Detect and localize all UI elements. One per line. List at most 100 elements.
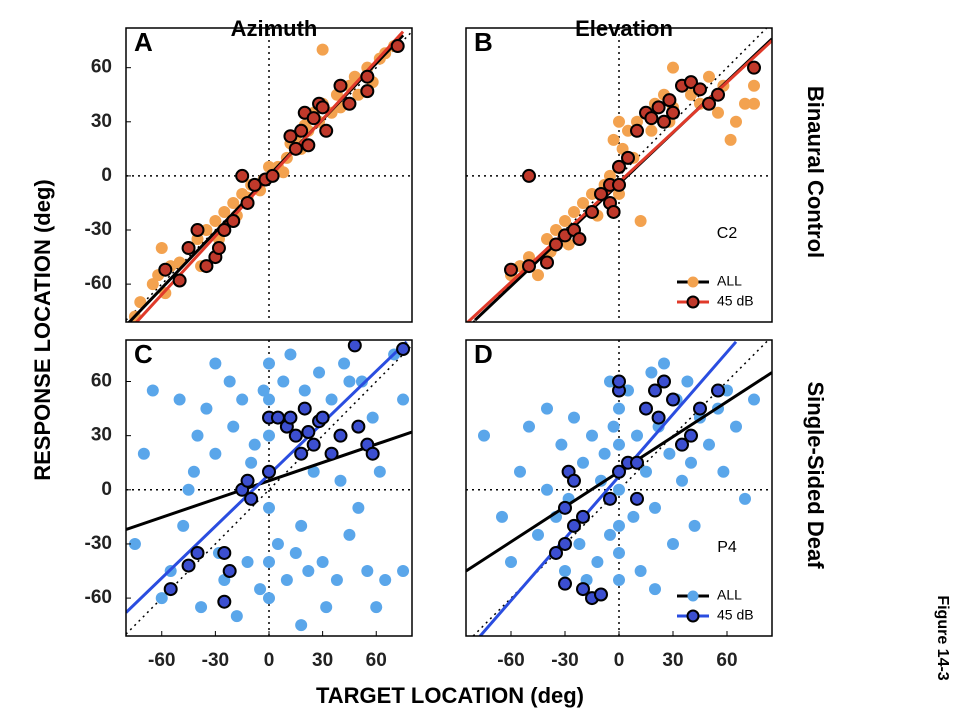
point — [365, 446, 380, 461]
legend-label: 45 dB — [717, 293, 754, 309]
x-tick-label: 60 — [366, 650, 387, 671]
point — [128, 537, 141, 550]
point — [572, 232, 587, 247]
point — [226, 213, 241, 228]
point — [217, 545, 232, 560]
point — [685, 456, 697, 469]
point — [360, 84, 375, 99]
point — [688, 519, 701, 532]
point — [549, 237, 563, 252]
fit-line — [478, 340, 738, 636]
panel-subtitle: Elevation — [575, 16, 673, 41]
point — [651, 410, 666, 425]
point — [366, 411, 379, 424]
point — [396, 342, 411, 357]
x-tick-label: 60 — [716, 650, 737, 671]
point — [397, 565, 410, 578]
point — [235, 168, 250, 183]
point — [200, 402, 213, 415]
point — [651, 100, 666, 115]
point — [613, 402, 625, 415]
point — [280, 574, 293, 587]
point — [649, 501, 661, 514]
y-tick-label: 0 — [101, 479, 112, 500]
point — [181, 558, 196, 573]
point — [693, 401, 707, 416]
point — [496, 510, 508, 523]
point — [190, 223, 205, 238]
point — [657, 114, 671, 129]
panel: -60 -30 0 30 60 -60 -30 0 30 60 C — [85, 339, 413, 671]
x-tick-label: -60 — [497, 650, 524, 671]
point — [703, 70, 715, 83]
point — [283, 129, 298, 144]
point — [146, 384, 159, 397]
point — [648, 383, 662, 398]
point — [594, 587, 608, 602]
point — [567, 518, 581, 533]
point — [263, 501, 275, 514]
point — [316, 556, 329, 568]
point — [182, 483, 195, 496]
point — [199, 259, 214, 274]
point — [191, 429, 204, 442]
point — [361, 565, 374, 578]
point — [604, 528, 616, 541]
point — [155, 242, 168, 255]
point — [262, 464, 276, 479]
point — [613, 546, 625, 559]
point — [657, 374, 671, 389]
point — [577, 456, 589, 469]
x-tick-label: -30 — [551, 650, 578, 671]
point — [244, 491, 259, 506]
x-tick-label: 0 — [614, 650, 625, 671]
point — [711, 87, 725, 102]
point — [172, 273, 187, 288]
point — [748, 393, 760, 406]
point — [338, 357, 351, 370]
point — [645, 366, 658, 379]
point — [306, 111, 321, 126]
y-axis-label: RESPONSE LOCATION (deg) — [30, 179, 55, 481]
point — [684, 75, 698, 90]
point — [703, 438, 715, 451]
legend-label: ALL — [717, 273, 742, 289]
point — [573, 537, 586, 550]
panel-letter: C — [134, 339, 153, 369]
point — [137, 447, 150, 460]
point — [289, 546, 302, 559]
point — [630, 491, 644, 506]
plot-area — [466, 28, 772, 322]
plot-area — [466, 340, 772, 636]
panel-frame — [465, 27, 773, 323]
point — [568, 205, 580, 218]
point — [522, 168, 536, 183]
point — [294, 446, 309, 461]
point — [739, 492, 751, 505]
point — [379, 574, 392, 587]
point — [397, 393, 410, 406]
point — [209, 447, 222, 460]
point — [667, 61, 679, 74]
point — [230, 610, 243, 623]
point — [739, 97, 751, 110]
point — [594, 186, 608, 201]
x-tick-label: -60 — [148, 650, 175, 671]
point — [158, 262, 173, 277]
point — [240, 195, 255, 210]
point — [307, 465, 320, 478]
point — [559, 214, 571, 227]
point — [613, 519, 625, 532]
point — [277, 375, 290, 388]
row-label: Single-Sided Deaf — [803, 381, 828, 569]
point — [612, 464, 626, 479]
point — [352, 501, 365, 514]
point — [271, 537, 284, 550]
point — [631, 429, 643, 442]
caption: Figure 14-3 — [934, 595, 951, 680]
point — [209, 357, 222, 370]
y-tick-label: 30 — [91, 425, 112, 446]
point — [505, 556, 517, 568]
point — [630, 123, 644, 138]
